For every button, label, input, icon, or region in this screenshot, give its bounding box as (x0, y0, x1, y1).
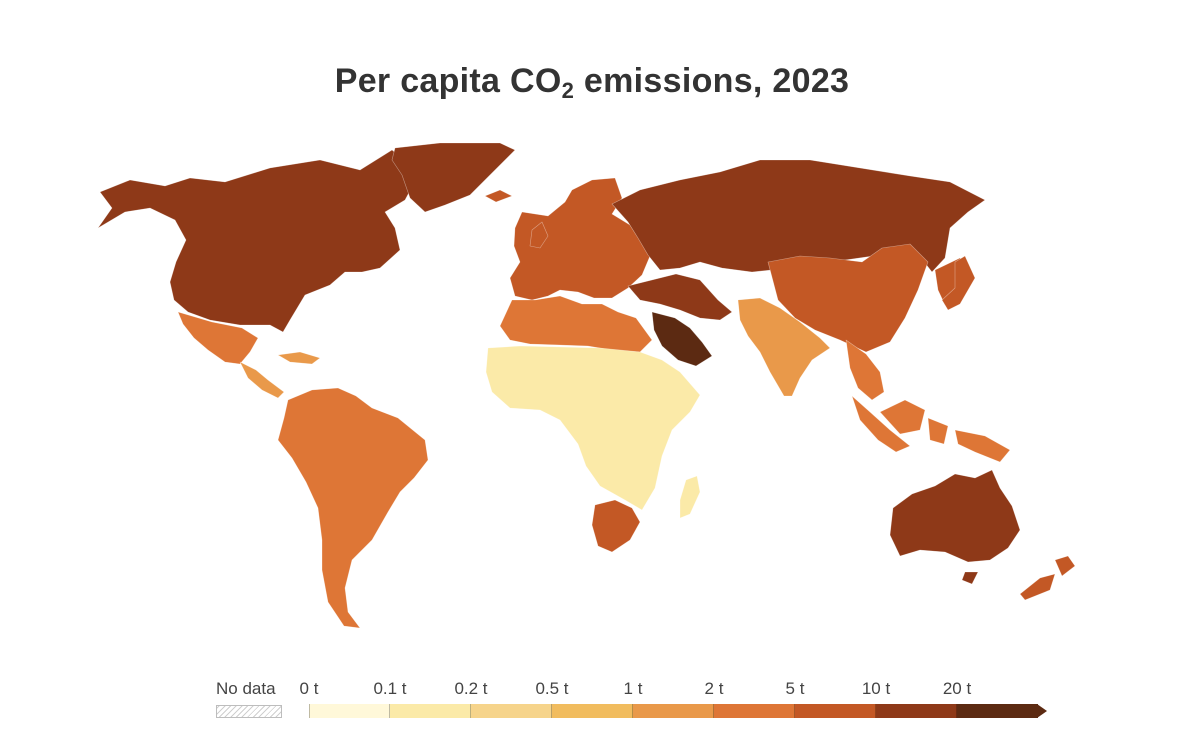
region-mexico[interactable] (177, 311, 259, 365)
legend-swatch[interactable] (957, 704, 1038, 718)
legend-swatch[interactable] (552, 704, 633, 718)
region-europe[interactable] (509, 177, 651, 301)
world-map (97, 142, 1076, 629)
region-north-africa[interactable] (499, 295, 653, 353)
region-madagascar[interactable] (679, 475, 701, 519)
region-middle-east[interactable] (651, 311, 713, 367)
region-central-america[interactable] (239, 351, 321, 399)
legend-tick-label: 1 t (623, 679, 643, 698)
legend-tick-label: 10 t (861, 679, 891, 698)
region-southeast-asia[interactable] (845, 339, 1011, 463)
region-southern-africa[interactable] (591, 499, 641, 553)
region-australia[interactable] (889, 469, 1021, 585)
region-sub-saharan-africa[interactable] (485, 345, 701, 511)
region-west-asia[interactable] (627, 273, 733, 321)
region-greenland[interactable] (391, 142, 516, 213)
legend-tick-label: 0.2 t (454, 679, 488, 698)
region-new-zealand[interactable] (1019, 555, 1076, 601)
region-india[interactable] (737, 297, 831, 397)
legend-no-data-label: No data (216, 679, 276, 698)
legend-swatch[interactable] (633, 704, 714, 718)
region-south-america[interactable] (277, 387, 429, 629)
legend-tick-label: 20 t (942, 679, 972, 698)
region-russia[interactable] (611, 159, 986, 273)
region-north-america[interactable] (97, 149, 421, 333)
legend-tick-label: 0 t (299, 679, 319, 698)
legend-swatch[interactable] (471, 704, 552, 718)
legend-tick-label: 2 t (704, 679, 724, 698)
legend-tick-label: 0.1 t (373, 679, 407, 698)
legend-color-scale (309, 704, 1038, 718)
legend-swatch[interactable] (714, 704, 795, 718)
chart-title: Per capita CO2 emissions, 2023 (334, 62, 850, 103)
region-china[interactable] (767, 243, 973, 353)
legend-tick-label: 0.5 t (535, 679, 569, 698)
region-uk-iceland[interactable] (484, 189, 549, 249)
legend-swatch[interactable] (876, 704, 957, 718)
legend-arrow-icon (1037, 704, 1047, 718)
region-japan[interactable] (941, 255, 976, 311)
legend-swatch[interactable] (795, 704, 876, 718)
legend-swatch[interactable] (390, 704, 471, 718)
legend-tick-label: 5 t (785, 679, 805, 698)
legend-no-data-swatch (216, 705, 282, 718)
legend-swatch[interactable] (309, 704, 390, 718)
